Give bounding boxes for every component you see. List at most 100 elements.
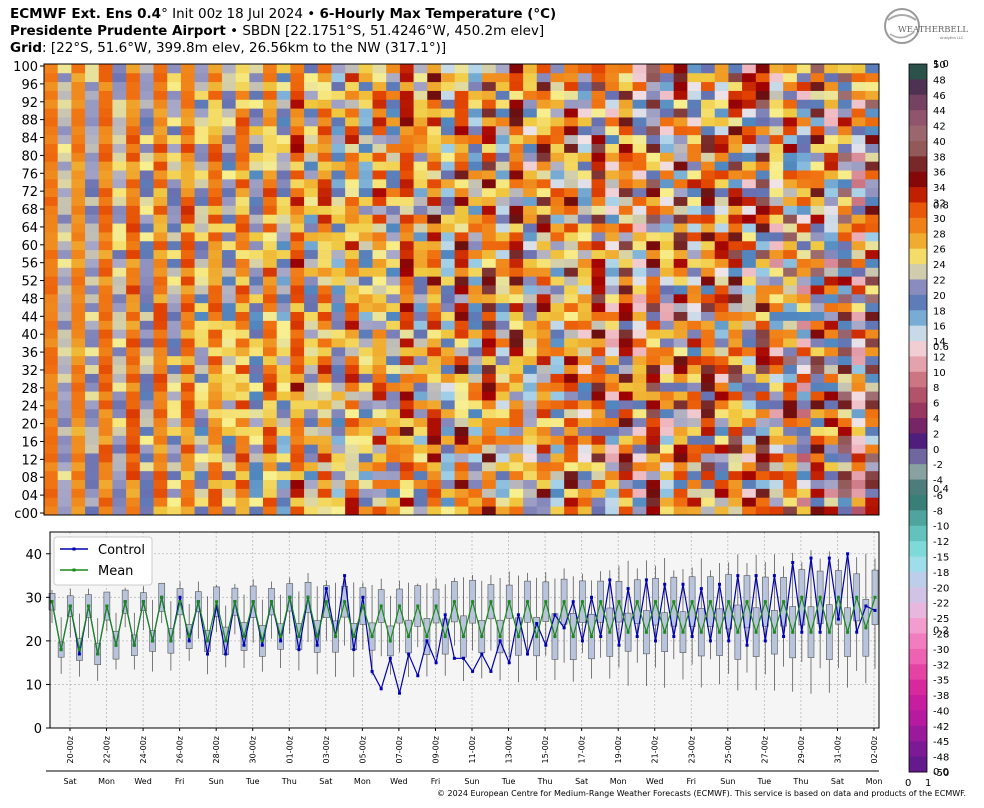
heatmap-cell <box>769 364 784 374</box>
heatmap-cell <box>701 470 716 481</box>
x-day-label: Tue <box>245 777 260 786</box>
heatmap-cell <box>714 108 729 118</box>
heatmap-cell <box>454 249 469 259</box>
heatmap-cell <box>701 320 716 330</box>
heatmap-cell <box>509 223 524 233</box>
heatmap-cell <box>687 311 702 321</box>
heatmap-cell <box>577 373 592 383</box>
heatmap-cell <box>126 311 141 321</box>
heatmap-cell <box>98 143 113 153</box>
heatmap-cell <box>701 488 716 498</box>
heatmap-cell <box>783 81 798 91</box>
heatmap-cell <box>167 196 182 206</box>
heatmap-cell <box>139 223 154 233</box>
heatmap-cell <box>263 444 278 454</box>
colorbar-label: 22 <box>933 275 946 286</box>
heatmap-cell <box>701 249 716 259</box>
heatmap-cell <box>372 506 387 516</box>
heatmap-cell <box>386 125 401 136</box>
x-day-label: Sun <box>209 777 224 786</box>
heatmap-cell <box>235 373 250 383</box>
heatmap-cell <box>180 320 195 330</box>
heatmap-cell <box>153 479 168 489</box>
heatmap-cell <box>235 285 250 295</box>
heatmap-cell <box>167 267 182 277</box>
heatmap-cell <box>290 170 305 180</box>
heatmap-cell <box>783 364 798 374</box>
heatmap-cell <box>509 134 524 144</box>
series-point-control <box>77 652 81 656</box>
heatmap-cell <box>139 117 154 127</box>
heatmap-cell <box>591 134 606 144</box>
heatmap-cell <box>180 143 195 153</box>
heatmap-cell <box>304 205 319 215</box>
heatmap-cell <box>673 338 688 348</box>
x-day-label: Mon <box>98 777 115 786</box>
heatmap-cell <box>769 417 784 427</box>
heatmap-cell <box>345 249 360 259</box>
series-point-mean <box>462 635 465 638</box>
heatmap-cell <box>413 479 428 489</box>
heatmap-cell <box>659 408 675 419</box>
heatmap-cell <box>509 64 524 74</box>
heatmap-cell <box>427 364 442 374</box>
heatmap-cell <box>331 72 346 83</box>
heatmap-cell <box>659 205 675 215</box>
heatmap-cell <box>687 355 702 366</box>
heatmap-cell <box>345 479 360 489</box>
heatmap-cell <box>98 187 113 198</box>
heatmap-cell <box>701 64 716 74</box>
series-lines <box>50 552 877 695</box>
heatmap-cell <box>454 134 469 144</box>
heatmap-cell <box>221 329 237 339</box>
heatmap-cell <box>550 453 565 463</box>
heatmap-cell <box>605 426 620 436</box>
heatmap-y-tick-label: 96 <box>21 78 38 93</box>
heatmap-cell <box>837 143 853 153</box>
heatmap-cell <box>221 293 237 304</box>
heatmap-cell <box>468 355 483 366</box>
heatmap-cell <box>659 178 675 189</box>
heatmap-cell <box>235 196 250 206</box>
chart-title-line-3: Grid: [22°S, 51.6°W, 399.8m elev, 26.56k… <box>10 40 446 57</box>
heatmap-cell <box>824 258 839 268</box>
x-day-label: Sat <box>575 777 588 786</box>
heatmap-cell <box>591 408 606 419</box>
series-point-control <box>827 556 831 560</box>
heatmap-cell <box>345 134 360 144</box>
heatmap-cell <box>249 355 264 366</box>
heatmap-cell <box>85 355 100 366</box>
heatmap-cell <box>57 506 72 516</box>
heatmap-cell <box>646 161 661 171</box>
heatmap-cell <box>427 205 442 215</box>
heatmap-cell <box>618 364 634 374</box>
heatmap-cell <box>372 391 387 401</box>
heatmap-cell <box>755 435 770 445</box>
heatmap-cell <box>851 488 866 498</box>
x-date-label: 24-00z <box>139 736 148 763</box>
heatmap-cell <box>98 338 113 348</box>
heatmap-cell <box>249 435 264 445</box>
heatmap-cell <box>851 479 866 489</box>
heatmap-cell <box>810 108 825 118</box>
heatmap-y-tick-label: 60 <box>21 239 38 254</box>
heatmap-cell <box>728 488 743 498</box>
heatmap-cell <box>345 488 360 498</box>
heatmap-cell <box>317 293 332 304</box>
heatmap-cell <box>221 453 237 463</box>
heatmap-cell <box>263 311 278 321</box>
heatmap-cell <box>331 311 346 321</box>
heatmap-cell <box>345 214 360 224</box>
heatmap-cell <box>126 391 141 401</box>
heatmap-cell <box>454 373 469 383</box>
heatmap-cell <box>755 293 770 304</box>
heatmap-cell <box>413 178 428 189</box>
heatmap-cell <box>57 444 72 454</box>
heatmap-cell <box>550 161 565 171</box>
heatmap-cell <box>659 488 675 498</box>
heatmap-cell <box>386 373 401 383</box>
heatmap-cell <box>851 152 866 162</box>
heatmap-cell <box>317 497 332 507</box>
heatmap-cell <box>358 346 373 357</box>
heatmap-cell <box>605 506 620 516</box>
